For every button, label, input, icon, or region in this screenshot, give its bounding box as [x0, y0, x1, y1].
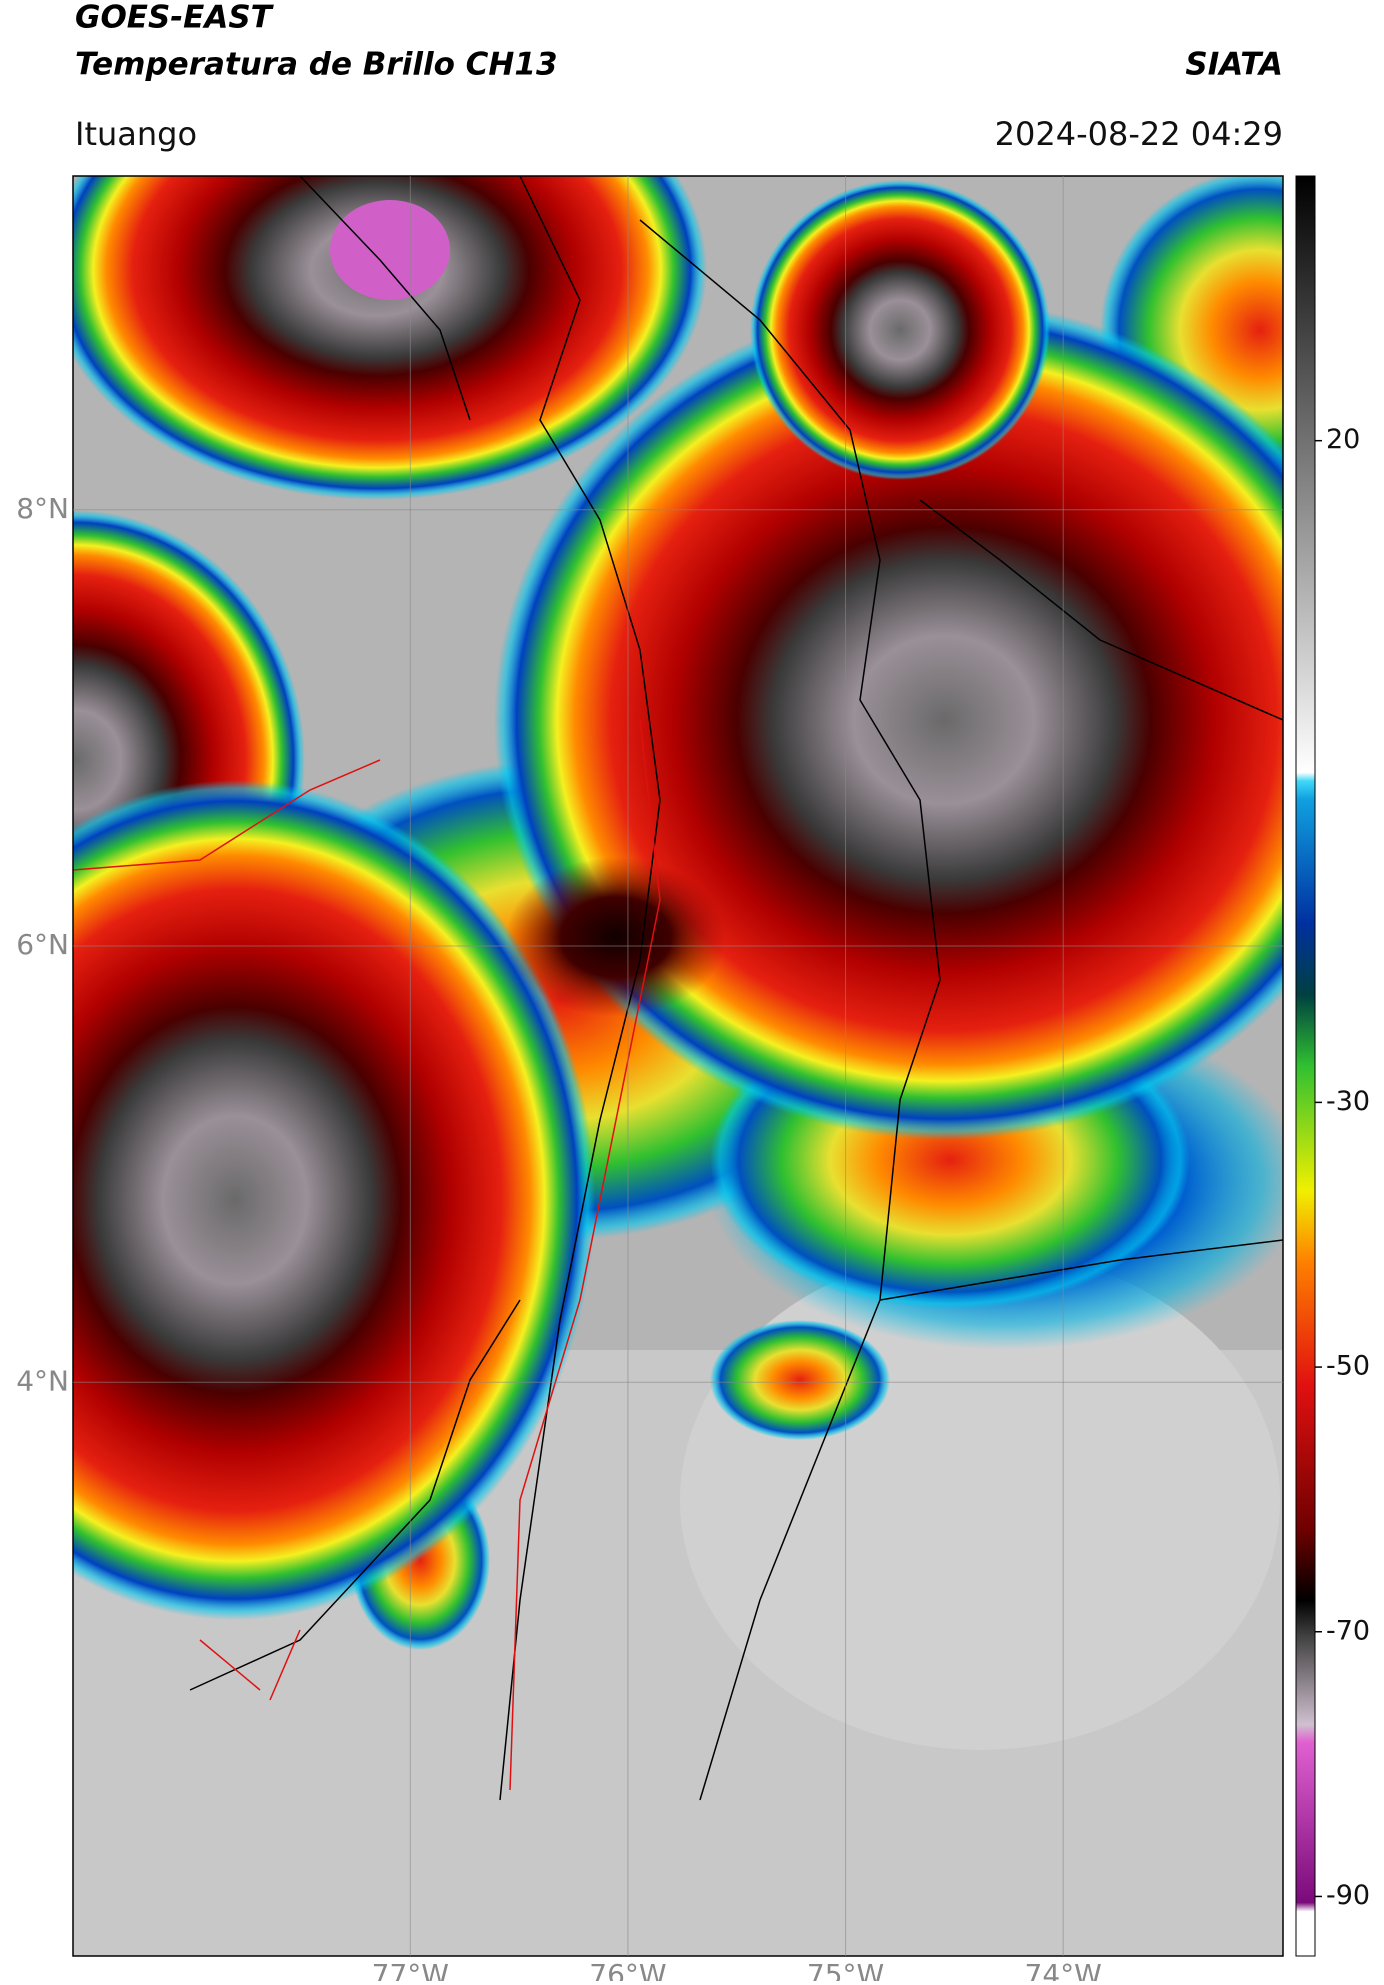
map-imagery — [73, 176, 1283, 1956]
colorbar-tick-label: 20 — [1326, 424, 1360, 455]
x-tick-label: 76°W — [589, 1958, 666, 1981]
colorbar-tick-label: -90 — [1326, 1880, 1370, 1911]
datetime: 2024-08-22 04:29 — [995, 115, 1283, 153]
location: Ituango — [75, 115, 197, 153]
y-tick-label: 8°N — [16, 492, 69, 525]
y-tick-label: 6°N — [16, 928, 69, 961]
map-frame — [72, 175, 1284, 1957]
x-tick-label: 74°W — [1025, 1958, 1102, 1981]
subtitle: Temperatura de Brillo CH13 — [75, 47, 558, 83]
x-tick-label: 77°W — [372, 1958, 449, 1981]
source: SIATA — [1185, 47, 1283, 83]
colorbar-tick-label: -70 — [1326, 1615, 1370, 1646]
y-tick-label: 4°N — [16, 1364, 69, 1397]
x-tick-label: 75°W — [807, 1958, 884, 1981]
title: GOES-EAST — [75, 0, 275, 36]
colorbar-tick-label: -50 — [1326, 1351, 1370, 1382]
colorbar-tick-label: -30 — [1326, 1086, 1370, 1117]
colorbar — [1295, 175, 1316, 1957]
